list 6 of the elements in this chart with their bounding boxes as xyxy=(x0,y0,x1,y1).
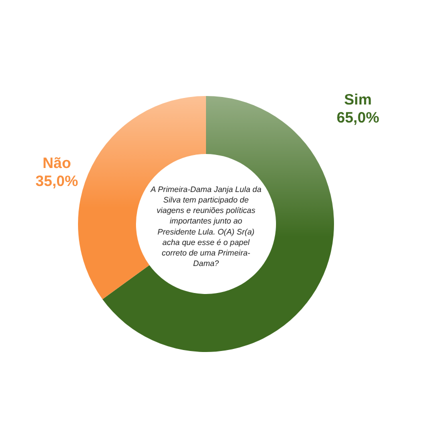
data-label: 65,0% xyxy=(336,110,380,127)
slice-label: Não xyxy=(42,154,71,172)
text: A Primeira-Dama Janja Lula da Silva tem participado de viagens e reuniões políticas importantes junto ao Presidente Lula. O(A) Sr(a) acha que esse é o papel correto de uma Primeira- Dama? xyxy=(150,184,262,268)
data-label: 35,0% xyxy=(36,172,78,190)
slice-label: Sim xyxy=(344,92,372,109)
donut-slice xyxy=(102,96,334,352)
